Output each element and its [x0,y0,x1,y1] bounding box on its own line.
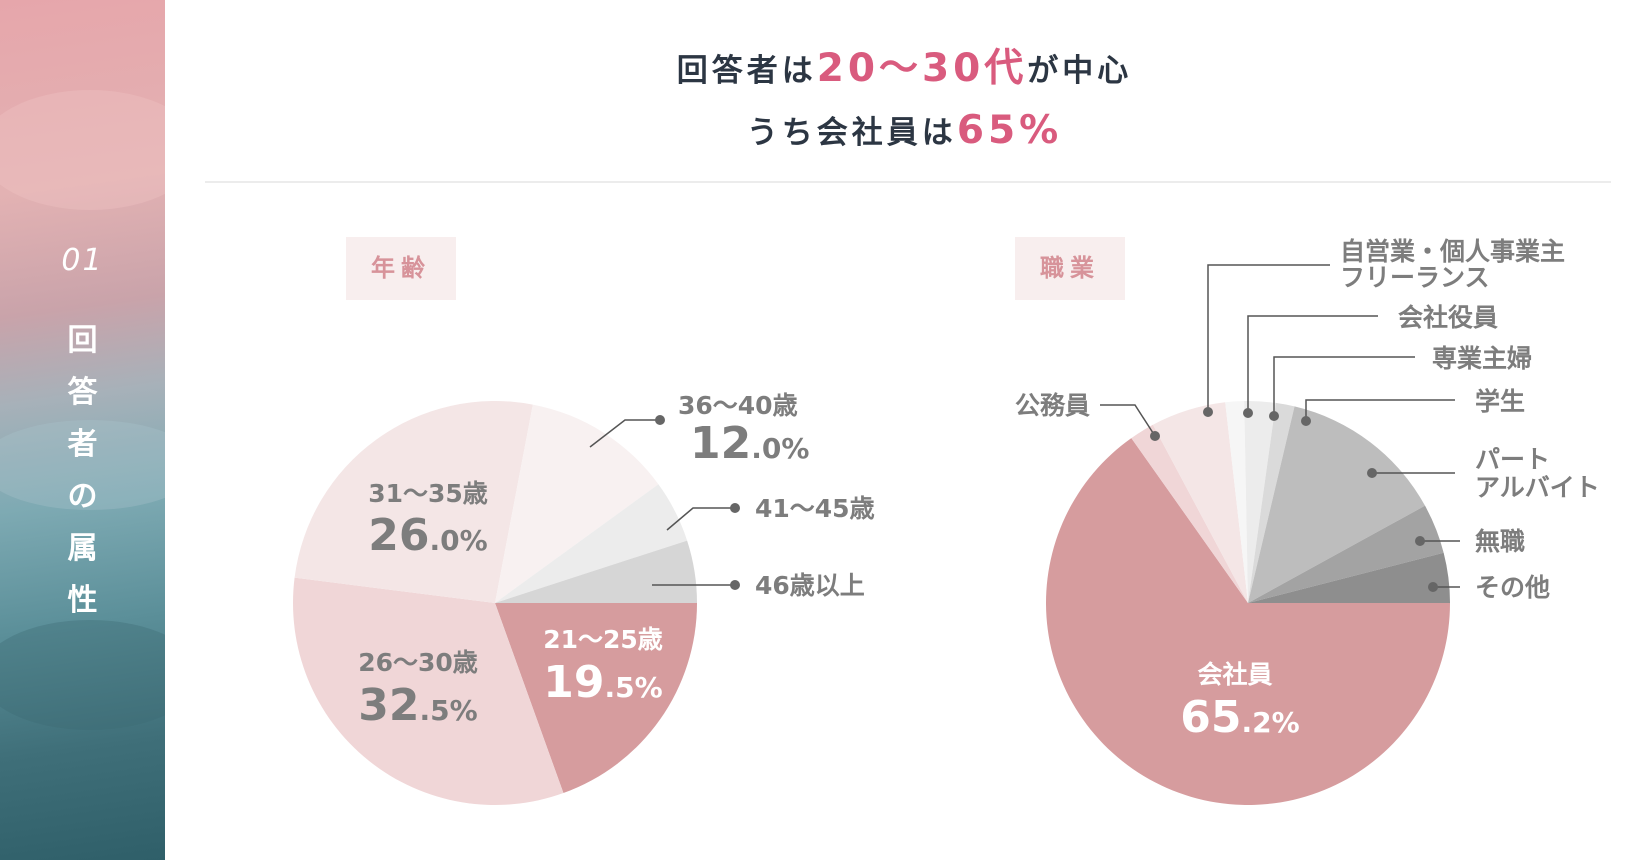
headline-accent: 20～30代 [816,46,1028,91]
section-title-char: 答 [67,375,98,410]
headline-text: 回答者は [676,53,817,89]
leader-dot [730,580,740,590]
slice-value-26～30歳: 32.5% [358,680,477,731]
slice-label-41～45歳: 41～45歳 [755,494,875,523]
brush-stroke [0,90,165,210]
slice-value-31～35歳: 26.0% [368,510,487,561]
pie-slice-専業主婦 [1244,401,1276,603]
headline-line-1: 回答者は20～30代が中心 [165,38,1644,100]
section-title-char: 性 [67,583,98,618]
slice-value-36～40歳: 12.0% [690,418,809,469]
leader-dot [1428,582,1438,592]
slice-label-part-line1: パート [1475,445,1550,474]
leader-dot [1367,468,1377,478]
pie-slice-公務員 [1131,424,1248,603]
leader-line [589,419,660,448]
occupation-chart-tag: 職業 [1015,237,1125,300]
slice-value-会社員: 65.2% [1180,692,1299,743]
pie-slice-31～35歳 [294,401,533,603]
section-number: 01 [61,243,104,278]
slice-label-26～30歳: 26～30歳 [358,648,478,677]
pie-slice-46歳以上 [495,540,697,603]
leader-line [1305,399,1455,421]
section-title-char: の [67,479,98,514]
leader-line [1247,315,1378,413]
pie-slice-パート-アルバイト [1248,406,1426,603]
slice-label-会社員: 会社員 [1197,660,1272,689]
divider [205,181,1611,183]
slice-label-無職: 無職 [1475,527,1525,556]
slice-label-21～25歳: 21～25歳 [543,625,663,654]
section-title-char: 回 [67,323,98,358]
slice-label-self-employed-line1: 自営業・個人事業主 [1340,237,1565,266]
headline: 回答者は20～30代が中心 うち会社員は65% [165,38,1644,162]
brush-stroke [0,620,165,730]
section-title-char: 属 [67,531,98,566]
pie-slice-41～45歳 [495,484,688,603]
leader-line [1207,264,1330,412]
pie-slice-会社役員 [1225,401,1248,603]
section-title-char: 者 [67,427,98,462]
pie-slice-会社員 [1046,438,1450,805]
leader-dot [730,503,740,513]
leader-dot [1243,408,1253,418]
headline-accent: 65% [956,108,1063,153]
pie-slice-26～30歳 [292,577,564,806]
slice-label-part-line2: アルバイト [1475,473,1600,502]
age-chart-tag: 年齢 [346,237,456,300]
brush-stroke [0,420,165,510]
slice-label-会社役員: 会社役員 [1398,303,1498,332]
pie-slice-自営業・個人事業主-フリーランス [1152,402,1248,603]
headline-text: が中心 [1027,53,1133,89]
pie-slice-その他 [1248,552,1450,603]
headline-line-2: うち会社員は65% [165,100,1644,162]
section-sidebar: 01 回 答 者 の 属 性 [0,0,165,860]
slice-label-36～40歳: 36～40歳 [678,391,798,420]
slice-label-専業主婦: 専業主婦 [1432,344,1532,373]
section-title: 回 答 者 の 属 性 [0,315,165,627]
pie-slice-無職 [1248,505,1444,603]
slice-label-その他: その他 [1475,573,1550,602]
leader-dot [1415,536,1425,546]
leader-line [1100,404,1156,437]
leader-line [666,507,735,531]
leader-dot [1269,411,1279,421]
slice-label-31～35歳: 31～35歳 [368,479,488,508]
pie-slice-36～40歳 [495,404,659,603]
headline-text: うち会社員は [746,115,957,151]
leader-line [1273,356,1415,416]
leader-dot [1150,431,1160,441]
slice-label-学生: 学生 [1475,387,1525,416]
slice-label-公務員: 公務員 [1015,391,1090,420]
leader-dot [1301,416,1311,426]
slice-value-21～25歳: 19.5% [543,657,662,708]
leader-dot [1203,407,1213,417]
leader-dot [655,415,665,425]
slice-label-46歳以上: 46歳以上 [755,571,865,600]
slice-label-self-employed-line2: フリーランス [1340,263,1490,292]
pie-slice-学生 [1248,402,1295,603]
pie-slice-21～25歳 [495,603,697,794]
